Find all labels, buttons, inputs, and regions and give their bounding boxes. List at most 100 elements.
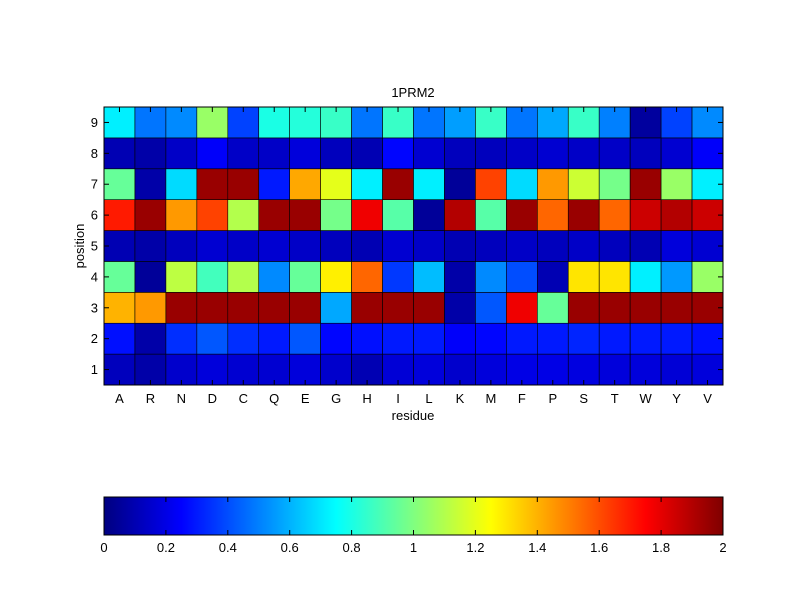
heatmap-cell	[258, 322, 291, 355]
heatmap-cell	[227, 261, 260, 293]
heatmap-cell	[196, 261, 229, 293]
heatmap-cell	[196, 199, 229, 231]
heatmap-cell	[134, 199, 167, 231]
heatmap-cell	[660, 230, 693, 262]
heatmap-cell	[103, 261, 136, 293]
heatmap-cell	[444, 199, 476, 231]
heatmap-cell	[320, 168, 352, 200]
heatmap-cell	[413, 322, 445, 355]
heatmap-cell	[134, 292, 167, 324]
colorbar-tick-label: 1	[410, 540, 417, 555]
y-axis-ticks: 1 2 3 4 5 6 7 8 9	[91, 115, 723, 377]
heatmap-cell	[258, 292, 291, 324]
heatmap-cell	[351, 261, 383, 293]
heatmap-cell	[475, 137, 507, 170]
heatmap-cell	[134, 106, 167, 139]
y-tick-label: 8	[91, 146, 98, 161]
x-tick-label: C	[239, 391, 248, 406]
heatmap-cell	[351, 137, 383, 170]
heatmap-cell	[289, 106, 321, 139]
heatmap-cell	[227, 168, 260, 200]
x-tick-label: T	[611, 391, 619, 406]
y-tick-label: 3	[91, 300, 98, 315]
heatmap-cell	[351, 322, 383, 355]
heatmap-cell	[506, 106, 538, 139]
heatmap-cell	[444, 137, 476, 170]
chart-title: 1PRM2	[391, 85, 434, 100]
heatmap-cell	[567, 322, 600, 355]
heatmap-cell	[506, 292, 538, 324]
heatmap-cell	[165, 199, 198, 231]
heatmap-cell	[165, 261, 198, 293]
heatmap-cell	[660, 106, 693, 139]
heatmap-cell	[691, 137, 724, 170]
heatmap-cell	[660, 322, 693, 355]
heatmap-cell	[103, 230, 136, 262]
heatmap-cell	[629, 292, 662, 324]
heatmap-cell	[598, 261, 631, 293]
heatmap-cell	[320, 322, 352, 355]
heatmap-cell	[629, 137, 662, 170]
heatmap-cell	[536, 137, 569, 170]
heatmap-cell	[475, 168, 507, 200]
y-axis-label: position	[72, 224, 87, 269]
colorbar-tick-label: 2	[719, 540, 726, 555]
heatmap-cell	[103, 106, 136, 139]
x-tick-label: S	[579, 391, 588, 406]
heatmap-cell	[567, 137, 600, 170]
heatmap-cell	[598, 168, 631, 200]
heatmap-cell	[629, 261, 662, 293]
heatmap-cell	[289, 199, 321, 231]
heatmap-cell	[506, 168, 538, 200]
heatmap-cell	[660, 261, 693, 293]
colorbar-tick-label: 1.2	[466, 540, 484, 555]
heatmap-cell	[413, 199, 445, 231]
heatmap-cell	[165, 137, 198, 170]
heatmap-cell	[413, 168, 445, 200]
heatmap-cell	[103, 199, 136, 231]
heatmap-cell	[103, 292, 136, 324]
heatmap-cell	[567, 230, 600, 262]
colorbar-tick-label: 0.8	[343, 540, 361, 555]
heatmap-cell	[413, 137, 445, 170]
heatmap-cell	[506, 199, 538, 231]
heatmap-cell	[258, 261, 291, 293]
heatmap-cell	[134, 168, 167, 200]
heatmap-cell	[506, 261, 538, 293]
heatmap-cell	[598, 353, 631, 386]
heatmap-cell	[289, 261, 321, 293]
heatmap-cell	[598, 322, 631, 355]
heatmap-cell	[134, 230, 167, 262]
x-tick-label: M	[485, 391, 496, 406]
heatmap-cell	[103, 353, 136, 386]
y-tick-label: 9	[91, 115, 98, 130]
heatmap-cell	[444, 322, 476, 355]
heatmap-cell	[475, 199, 507, 231]
heatmap-cell	[382, 292, 414, 324]
heatmap-cell	[444, 261, 476, 293]
heatmap-cell	[660, 199, 693, 231]
heatmap-cell	[382, 261, 414, 293]
x-tick-label: I	[396, 391, 400, 406]
heatmap-cell	[413, 292, 445, 324]
heatmap-cell	[382, 168, 414, 200]
heatmap-cell	[629, 353, 662, 386]
y-tick-label: 7	[91, 177, 98, 192]
colorbar-tick-label: 1.4	[528, 540, 546, 555]
colorbar-bar	[104, 497, 723, 535]
heatmap-cell	[691, 106, 724, 139]
heatmap-cell	[691, 353, 724, 386]
heatmap-cell	[536, 261, 569, 293]
heatmap-cell	[134, 261, 167, 293]
colorbar-tick-label: 1.6	[590, 540, 608, 555]
heatmap-cell	[320, 261, 352, 293]
heatmap-cell	[444, 168, 476, 200]
heatmap-cell	[444, 230, 476, 262]
colorbar-tick-label: 0	[100, 540, 107, 555]
x-tick-label: G	[331, 391, 341, 406]
heatmap-cell	[351, 168, 383, 200]
heatmap-cell	[444, 353, 476, 386]
heatmap-cell	[629, 322, 662, 355]
heatmap-cell	[413, 106, 445, 139]
